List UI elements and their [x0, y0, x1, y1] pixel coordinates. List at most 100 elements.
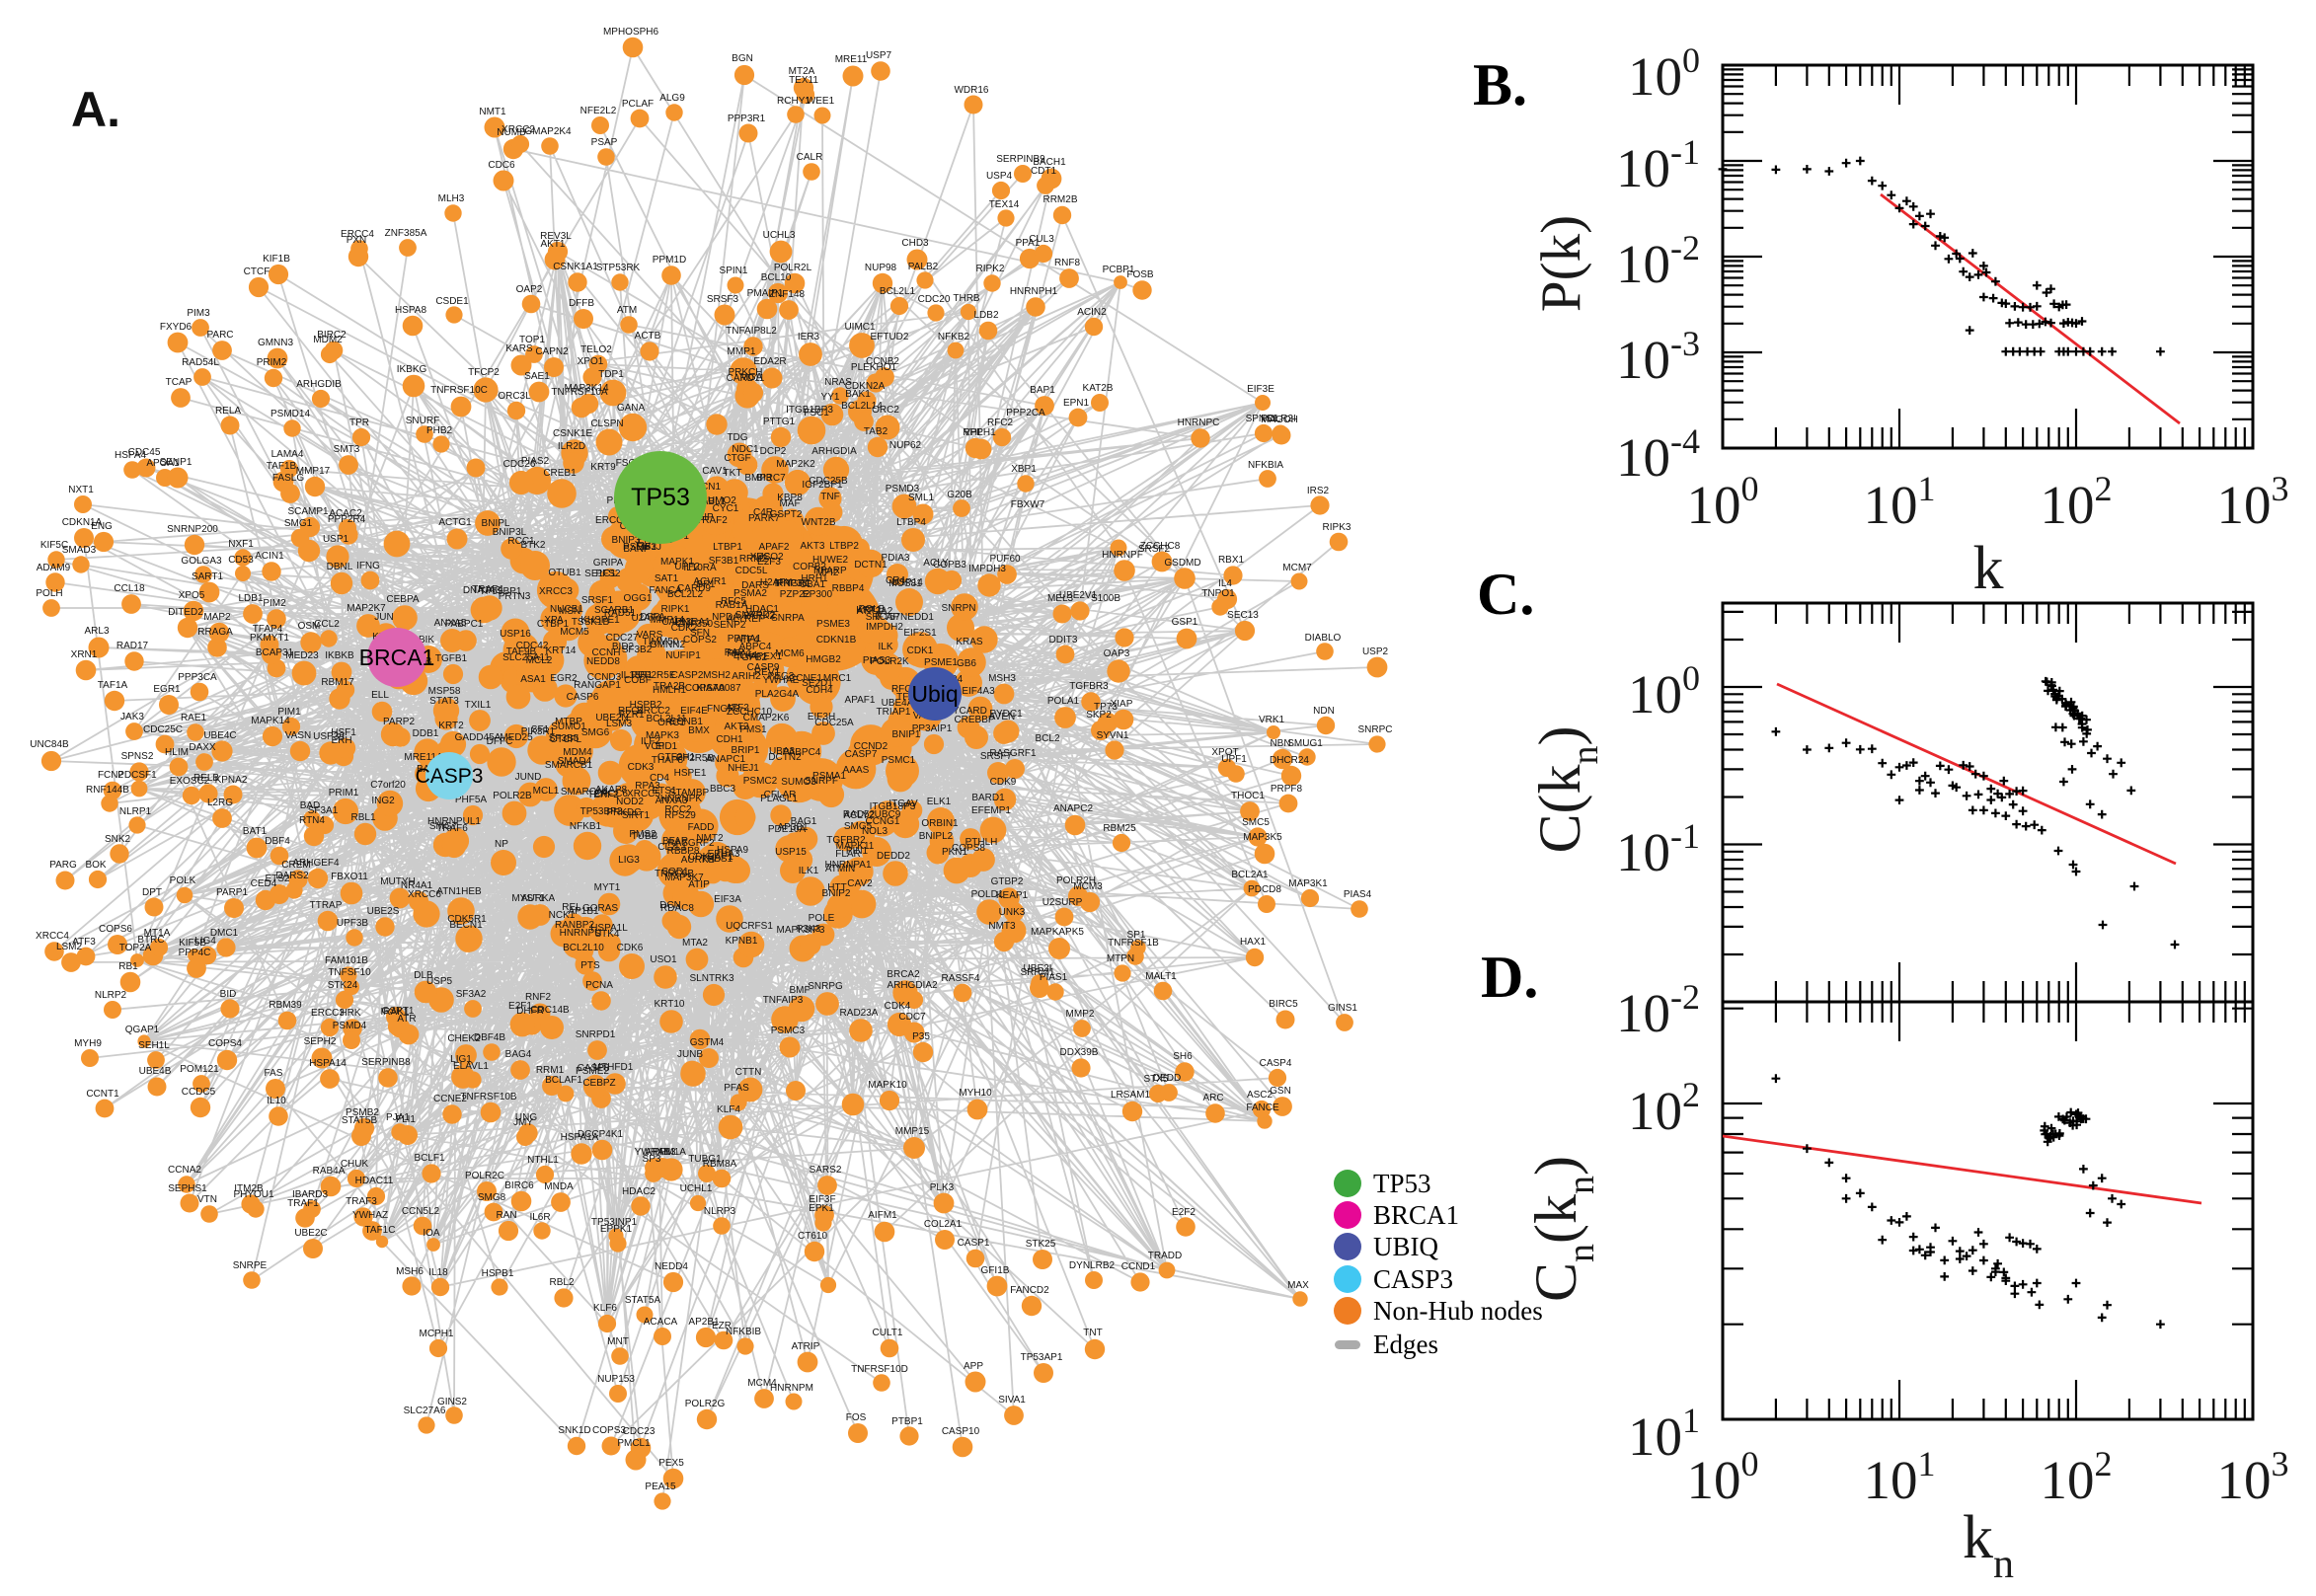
svg-text:UQCRFS1: UQCRFS1	[726, 921, 773, 932]
svg-text:RPA3: RPA3	[635, 781, 660, 792]
svg-text:HTT: HTT	[827, 882, 846, 893]
svg-text:CDC25C: CDC25C	[143, 724, 183, 735]
svg-text:POLR2H: POLR2H	[1056, 875, 1096, 886]
svg-text:MCM3: MCM3	[1073, 881, 1103, 892]
svg-text:FAS: FAS	[265, 1068, 283, 1079]
svg-text:ARHGEF4: ARHGEF4	[292, 858, 340, 869]
svg-text:HSPE1: HSPE1	[674, 768, 707, 779]
svg-text:CDK2: CDK2	[671, 623, 698, 634]
svg-text:GTBP2: GTBP2	[991, 876, 1024, 887]
svg-text:PMCL1: PMCL1	[617, 1438, 651, 1449]
svg-text:ILF2: ILF2	[641, 736, 660, 747]
svg-text:NEDD1: NEDD1	[900, 612, 934, 623]
svg-text:ERCC5: ERCC5	[595, 515, 629, 526]
svg-text:PSMD4: PSMD4	[333, 1021, 367, 1031]
svg-text:10-1: 10-1	[1616, 132, 1700, 198]
svg-text:HNRNPK: HNRNPK	[660, 794, 703, 804]
svg-text:AKT3: AKT3	[800, 541, 824, 552]
svg-text:PFS2: PFS2	[595, 569, 620, 579]
svg-text:TIMM50: TIMM50	[643, 637, 679, 647]
svg-text:GFI1B: GFI1B	[981, 1265, 1010, 1276]
svg-text:DHFR: DHFR	[516, 1006, 544, 1017]
svg-text:CR4: CR4	[886, 575, 905, 586]
svg-text:FLI1: FLI1	[396, 1114, 416, 1125]
svg-text:PPA1: PPA1	[1016, 238, 1041, 249]
svg-text:SPNS2: SPNS2	[121, 751, 154, 762]
svg-text:USP4: USP4	[986, 171, 1013, 182]
svg-text:HSPA1A: HSPA1A	[561, 1132, 599, 1143]
svg-text:UPF3B: UPF3B	[337, 918, 369, 929]
svg-text:BAG4: BAG4	[505, 1049, 532, 1060]
svg-text:ITM2B: ITM2B	[234, 1183, 264, 1194]
svg-text:EIF3E: EIF3E	[1247, 384, 1274, 395]
svg-text:SMT3: SMT3	[334, 444, 360, 455]
svg-text:PIM2: PIM2	[263, 598, 286, 609]
svg-text:SNRNP200: SNRNP200	[167, 524, 218, 535]
svg-text:UBC9: UBC9	[875, 809, 901, 820]
svg-text:CCNE1: CCNE1	[789, 673, 822, 684]
svg-text:NTHL1: NTHL1	[527, 1155, 559, 1166]
svg-text:RBM39: RBM39	[269, 1000, 302, 1011]
svg-text:SERPINB8: SERPINB8	[361, 1057, 411, 1068]
svg-text:XBP1: XBP1	[1011, 464, 1037, 475]
svg-text:RASGRF1: RASGRF1	[989, 748, 1037, 759]
svg-text:UBE2I: UBE2I	[1024, 963, 1052, 974]
svg-text:RANGAP1: RANGAP1	[574, 680, 621, 691]
svg-text:TP53BP2: TP53BP2	[580, 806, 623, 817]
svg-text:XRCC6: XRCC6	[408, 889, 441, 900]
svg-text:TNFAIP3: TNFAIP3	[763, 995, 804, 1006]
svg-text:PRIM1: PRIM1	[329, 788, 359, 798]
svg-text:103: 103	[2217, 1444, 2289, 1510]
svg-text:CASP3: CASP3	[416, 765, 484, 788]
svg-text:LTBP4: LTBP4	[896, 517, 926, 528]
svg-text:TP73: TP73	[1094, 702, 1118, 713]
svg-text:MED25: MED25	[500, 732, 533, 743]
svg-text:GSN: GSN	[1270, 1086, 1291, 1097]
svg-text:TTRAP: TTRAP	[310, 900, 343, 911]
svg-text:ATMIN: ATMIN	[825, 864, 855, 874]
svg-text:ABPC4: ABPC4	[739, 642, 772, 652]
svg-text:NUMB: NUMB	[497, 127, 526, 138]
svg-text:MAGOH: MAGOH	[1261, 415, 1298, 425]
svg-text:DNAJA3: DNAJA3	[463, 585, 502, 596]
svg-text:TAF9B: TAF9B	[506, 646, 537, 657]
svg-text:PPP4C: PPP4C	[179, 948, 211, 958]
svg-text:UPF1: UPF1	[1221, 754, 1247, 765]
svg-text:FCN1: FCN1	[695, 482, 722, 493]
svg-text:BARD1: BARD1	[971, 793, 1005, 803]
svg-text:TAB2: TAB2	[864, 426, 888, 437]
svg-text:PSMC1: PSMC1	[882, 755, 916, 766]
svg-text:CSNK1E: CSNK1E	[553, 428, 592, 439]
svg-text:CASP2: CASP2	[671, 670, 704, 681]
svg-text:STAMBP: STAMBP	[669, 788, 710, 798]
svg-text:TNRC6B: TNRC6B	[655, 869, 694, 879]
svg-text:BNIP1: BNIP1	[892, 729, 921, 740]
svg-text:ALYREF: ALYREF	[727, 614, 764, 625]
svg-text:C4R: C4R	[753, 507, 773, 518]
svg-text:FOS: FOS	[846, 1412, 867, 1423]
svg-text:SAE1: SAE1	[524, 371, 550, 382]
svg-text:EIF3F: EIF3F	[809, 1194, 835, 1205]
svg-text:ELL: ELL	[371, 690, 389, 701]
svg-text:PUF60: PUF60	[989, 554, 1021, 565]
svg-text:BCL2L10: BCL2L10	[563, 943, 604, 953]
svg-text:HNRNPUL1: HNRNPUL1	[427, 816, 481, 827]
svg-text:PFAS: PFAS	[724, 1083, 749, 1094]
svg-text:CAPN2: CAPN2	[535, 346, 569, 357]
svg-text:CDC23: CDC23	[623, 1426, 656, 1437]
svg-text:PIAS2: PIAS2	[521, 456, 550, 467]
svg-text:PKMYT1: PKMYT1	[250, 633, 289, 644]
svg-text:NEDD4: NEDD4	[655, 1261, 688, 1272]
svg-text:TNT: TNT	[1083, 1328, 1102, 1338]
svg-text:KLF6: KLF6	[593, 1303, 617, 1314]
svg-text:FOSB: FOSB	[1126, 269, 1154, 280]
svg-text:PARG: PARG	[49, 860, 77, 871]
svg-text:POLR2C: POLR2C	[465, 1171, 504, 1181]
svg-text:HRK: HRK	[340, 1008, 360, 1019]
svg-text:MCL1: MCL1	[533, 786, 560, 797]
svg-text:PSMB2: PSMB2	[346, 1107, 379, 1118]
svg-text:CASP8: CASP8	[578, 1063, 610, 1074]
svg-text:KIAA0087: KIAA0087	[696, 683, 740, 694]
svg-text:PRIM2: PRIM2	[257, 357, 287, 368]
svg-text:SYVN1: SYVN1	[1097, 730, 1129, 741]
